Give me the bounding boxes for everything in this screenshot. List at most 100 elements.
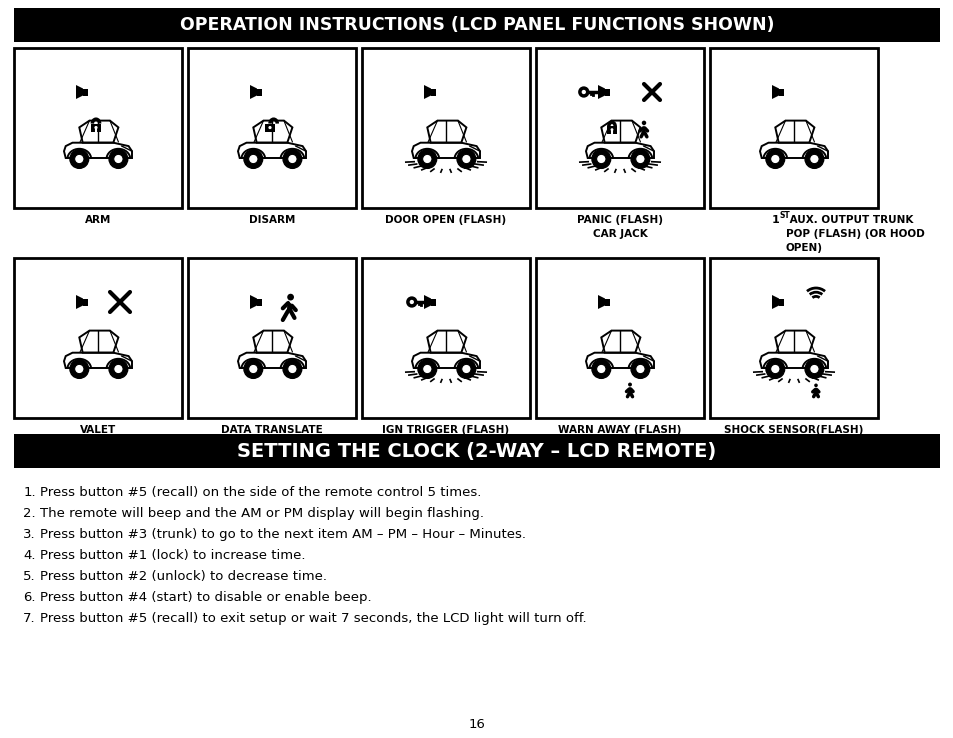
Polygon shape xyxy=(627,387,631,393)
Circle shape xyxy=(283,359,301,379)
Circle shape xyxy=(74,365,84,373)
Polygon shape xyxy=(250,85,256,99)
Circle shape xyxy=(809,154,819,164)
Circle shape xyxy=(244,359,262,379)
Circle shape xyxy=(113,365,123,373)
Text: Press button #4 (start) to disable or enable beep.: Press button #4 (start) to disable or en… xyxy=(40,591,372,604)
Bar xyxy=(14,48,182,208)
Circle shape xyxy=(630,359,649,379)
Text: 3.: 3. xyxy=(24,528,36,541)
Circle shape xyxy=(268,126,272,129)
Polygon shape xyxy=(76,85,83,99)
Text: 5.: 5. xyxy=(24,570,36,583)
Circle shape xyxy=(249,365,257,373)
Bar xyxy=(188,258,355,418)
Bar xyxy=(14,434,939,468)
Text: DISARM: DISARM xyxy=(249,215,294,225)
Text: Press button #1 (lock) to increase time.: Press button #1 (lock) to increase time. xyxy=(40,549,305,562)
Text: 1: 1 xyxy=(771,215,779,225)
Circle shape xyxy=(456,150,476,168)
Bar xyxy=(265,123,274,132)
Circle shape xyxy=(635,365,644,373)
Bar xyxy=(83,89,88,95)
Circle shape xyxy=(422,154,432,164)
Circle shape xyxy=(113,154,123,164)
Circle shape xyxy=(610,128,613,131)
Text: DOOR OPEN (FLASH): DOOR OPEN (FLASH) xyxy=(385,215,506,225)
Text: The remote will beep and the AM or PM display will begin flashing.: The remote will beep and the AM or PM di… xyxy=(40,507,483,520)
Text: 16: 16 xyxy=(468,717,485,731)
Bar xyxy=(256,298,262,306)
Circle shape xyxy=(109,359,128,379)
Circle shape xyxy=(804,150,822,168)
Text: Press button #2 (unlock) to decrease time.: Press button #2 (unlock) to decrease tim… xyxy=(40,570,327,583)
Circle shape xyxy=(417,150,436,168)
Text: Press button #5 (recall) on the side of the remote control 5 times.: Press button #5 (recall) on the side of … xyxy=(40,486,481,499)
Circle shape xyxy=(249,154,257,164)
Polygon shape xyxy=(771,295,779,309)
Polygon shape xyxy=(813,387,817,393)
Text: Press button #5 (recall) to exit setup or wait 7 seconds, the LCD light will tur: Press button #5 (recall) to exit setup o… xyxy=(40,612,586,625)
Polygon shape xyxy=(287,300,293,311)
Text: 4.: 4. xyxy=(24,549,36,562)
Circle shape xyxy=(804,359,822,379)
Bar xyxy=(536,48,703,208)
Text: DATA TRANSLATE: DATA TRANSLATE xyxy=(221,425,322,435)
Text: 7.: 7. xyxy=(24,612,36,625)
Bar xyxy=(361,48,530,208)
Text: 1.: 1. xyxy=(24,486,36,499)
Bar xyxy=(361,258,530,418)
Circle shape xyxy=(109,150,128,168)
Bar xyxy=(83,298,88,306)
Circle shape xyxy=(813,384,817,387)
Text: OPERATION INSTRUCTIONS (LCD PANEL FUNCTIONS SHOWN): OPERATION INSTRUCTIONS (LCD PANEL FUNCTI… xyxy=(179,16,774,34)
Circle shape xyxy=(809,365,819,373)
Bar xyxy=(431,89,436,95)
Circle shape xyxy=(765,150,783,168)
Circle shape xyxy=(627,382,631,387)
Circle shape xyxy=(70,359,89,379)
Circle shape xyxy=(244,150,262,168)
Circle shape xyxy=(288,365,296,373)
Text: Press button #3 (trunk) to go to the next item AM – PM – Hour – Minutes.: Press button #3 (trunk) to go to the nex… xyxy=(40,528,525,541)
Circle shape xyxy=(591,359,610,379)
Circle shape xyxy=(94,126,97,129)
Text: SETTING THE CLOCK (2-WAY – LCD REMOTE): SETTING THE CLOCK (2-WAY – LCD REMOTE) xyxy=(237,441,716,461)
Polygon shape xyxy=(76,295,83,309)
Bar xyxy=(604,298,609,306)
Bar xyxy=(91,123,101,132)
Circle shape xyxy=(70,150,89,168)
Circle shape xyxy=(461,154,471,164)
Circle shape xyxy=(74,154,84,164)
Bar xyxy=(14,8,939,42)
Polygon shape xyxy=(771,85,779,99)
Circle shape xyxy=(770,365,780,373)
Text: AUX. OUTPUT TRUNK
POP (FLASH) (OR HOOD
OPEN): AUX. OUTPUT TRUNK POP (FLASH) (OR HOOD O… xyxy=(785,215,923,253)
Circle shape xyxy=(461,365,471,373)
Circle shape xyxy=(417,359,436,379)
Bar xyxy=(604,89,609,95)
Polygon shape xyxy=(598,295,604,309)
Bar xyxy=(607,126,616,134)
Bar xyxy=(14,258,182,418)
Bar xyxy=(779,89,783,95)
Bar xyxy=(256,89,262,95)
Circle shape xyxy=(596,365,605,373)
Circle shape xyxy=(641,120,645,125)
Circle shape xyxy=(456,359,476,379)
Polygon shape xyxy=(423,295,431,309)
Polygon shape xyxy=(598,85,604,99)
Bar xyxy=(536,258,703,418)
Circle shape xyxy=(630,150,649,168)
Circle shape xyxy=(283,150,301,168)
Text: VALET: VALET xyxy=(80,425,116,435)
Bar xyxy=(188,48,355,208)
Bar xyxy=(709,258,877,418)
Text: ARM: ARM xyxy=(85,215,112,225)
Text: 2.: 2. xyxy=(24,507,36,520)
Bar xyxy=(709,48,877,208)
Circle shape xyxy=(596,154,605,164)
Text: 6.: 6. xyxy=(24,591,36,604)
Circle shape xyxy=(422,365,432,373)
Bar xyxy=(431,298,436,306)
